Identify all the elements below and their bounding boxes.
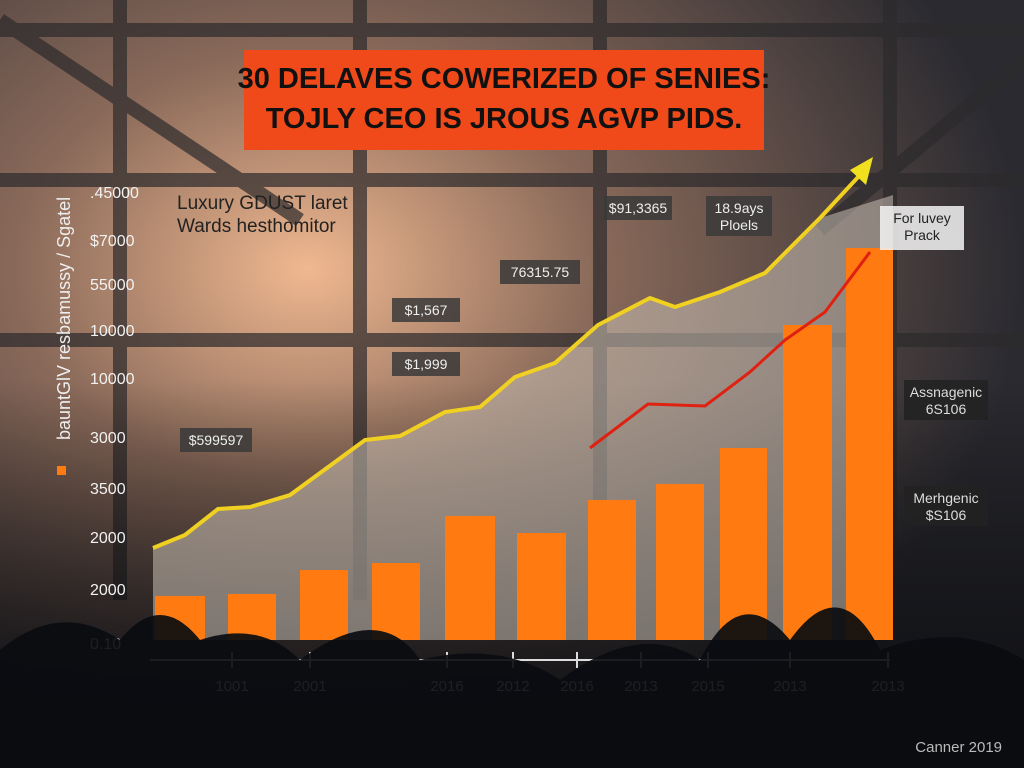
annotation-box [706,196,772,236]
annotation-box [392,352,460,376]
bars [155,248,893,640]
title-banner [244,50,764,150]
footer: Canner 2019 [915,739,1002,756]
annotation: $599597 [189,432,244,448]
annotation: $1,567 [405,302,448,318]
y-axis-title: bauntGlV resbamussy / Sgatel [54,197,74,440]
arrow-head [850,157,873,185]
y-label: .45000 [90,185,139,202]
line [589,251,872,450]
annotation: Merhgenic $S106 [913,490,978,523]
subtitle: Luxury GDUST laret [177,193,348,214]
annotation-box [392,298,460,322]
annotation-box [880,206,964,250]
y-label: 10000 [90,371,135,388]
y-label: $7000 [90,233,135,250]
y-label: 3500 [90,481,126,498]
annotation: 18.9ays Ploels [714,200,763,233]
y-label: 3000 [90,430,126,447]
annotation-box [500,260,580,284]
annotation-box [904,486,988,526]
subtitle: Wards hesthomitor [177,216,336,237]
legend-swatch [57,466,66,475]
annotation: 76315.75 [511,264,570,280]
title-line: 30 DELAVES COWERIZED OF SENIES: [238,63,771,95]
annotation: Assnagenic 6S106 [910,384,982,417]
y-label: 55000 [90,277,135,294]
annotation: $91,3365 [609,200,668,216]
annotation-box [604,196,672,220]
y-label: 2000 [90,530,126,547]
y-label: 2000 [90,582,126,599]
silhouettes [0,607,1024,768]
area [153,195,893,640]
line [152,173,862,550]
annotation-box [180,428,252,452]
title-line: TOJLY CEO IS JROUS AGVP PIDS. [266,103,743,135]
y-label: 10000 [90,323,135,340]
annotation: For luvey Prack [893,210,951,243]
annotation-box [904,380,988,420]
annotation: $1,999 [405,356,448,372]
